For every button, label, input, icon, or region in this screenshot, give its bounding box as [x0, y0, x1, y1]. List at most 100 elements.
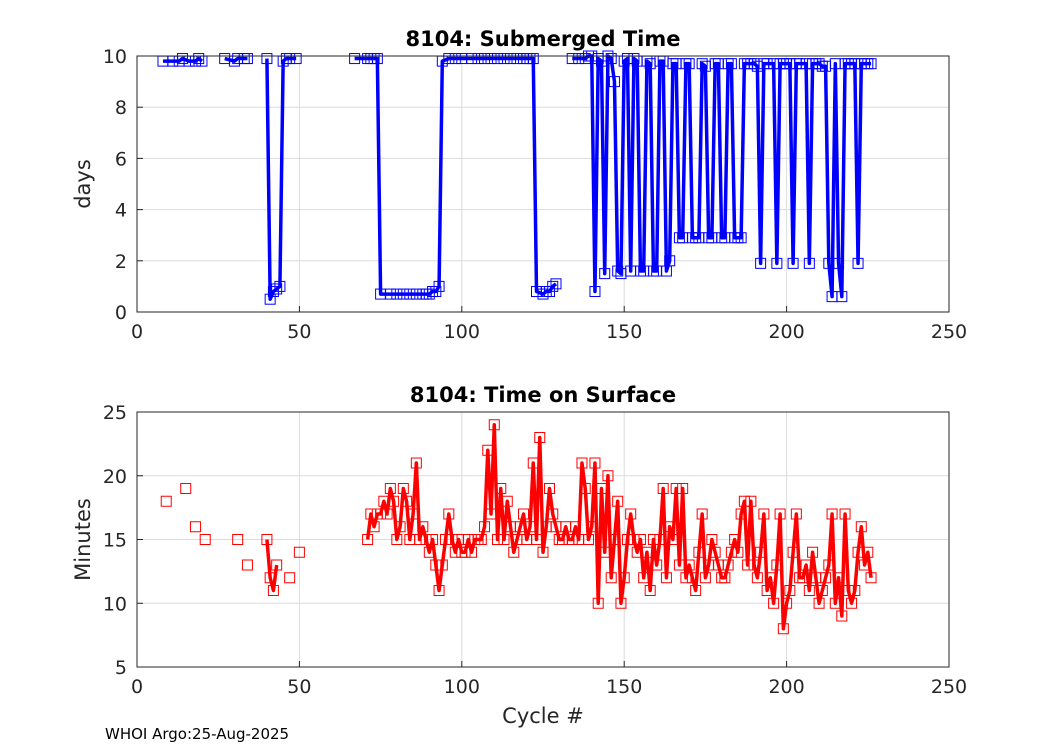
surface-data-point: [388, 495, 400, 507]
surface-data-point: [440, 534, 452, 545]
surface-data-point: [375, 508, 387, 520]
submerged-data-point: [696, 58, 708, 70]
submerged-data-point: [566, 53, 578, 65]
surface-data-point: [397, 483, 409, 494]
surface-data-point: [628, 534, 640, 545]
surface-data-point: [771, 559, 783, 571]
surface-data-point: [599, 546, 611, 558]
submerged-y-tick-label: 8: [115, 97, 127, 119]
surface-data-point: [686, 572, 698, 584]
surface-data-point: [647, 534, 659, 545]
submerged-data-point: [384, 288, 396, 300]
surface-data-point: [690, 585, 702, 596]
surface-data-point: [427, 534, 439, 545]
surface-data-point: [495, 483, 507, 494]
submerged-y-tick-label: 10: [103, 46, 127, 68]
submerged-data-point: [787, 257, 799, 269]
submerged-data-point: [284, 53, 296, 65]
submerged-data-point: [725, 58, 737, 70]
surface-data-point: [595, 483, 607, 494]
submerged-data-point: [176, 53, 188, 65]
surface-data-point: [410, 457, 422, 469]
submerged-x-tick-label: 150: [606, 321, 642, 343]
surface-data-point: [742, 559, 754, 571]
submerged-data-point: [433, 280, 445, 292]
surface-x-tick-label: 200: [768, 676, 804, 698]
surface-data-point: [644, 585, 656, 596]
surface-data-point: [615, 597, 627, 609]
surface-data-point: [482, 444, 494, 456]
surface-data-point: [820, 572, 832, 584]
surface-data-point: [264, 572, 276, 584]
submerged-x-tick-label: 200: [768, 321, 804, 343]
submerged-data-point: [505, 53, 517, 65]
surface-data-point: [839, 508, 851, 520]
submerged-data-point: [527, 53, 539, 65]
submerged-data-point: [683, 58, 695, 70]
submerged-data-point: [599, 268, 611, 280]
surface-data-point: [267, 585, 279, 596]
submerged-data-point: [371, 53, 383, 65]
surface-data-point: [761, 585, 773, 596]
surface-data-point: [430, 559, 442, 571]
surface-data-point: [602, 470, 614, 482]
submerged-data-point: [605, 53, 617, 65]
surface-y-tick-label: 10: [103, 593, 127, 615]
surface-data-point: [693, 546, 705, 558]
surface-data-point: [664, 521, 676, 533]
submerged-data-point: [193, 53, 205, 65]
surface-data-point: [466, 546, 478, 558]
surface-y-tick-label: 15: [103, 530, 127, 552]
surface-y-tick-label: 25: [103, 402, 127, 424]
surface-data-point: [189, 521, 201, 533]
surface-data-point: [797, 572, 809, 584]
surface-data-point: [160, 495, 172, 507]
surface-data-point: [271, 559, 283, 571]
submerged-data-point: [628, 53, 640, 65]
surface-data-point: [641, 546, 653, 558]
surface-data-point: [748, 559, 760, 571]
surface-data-point: [787, 546, 799, 558]
surface-data-point: [862, 546, 874, 558]
surface-data-point: [660, 572, 672, 584]
surface-data-point: [638, 572, 650, 584]
submerged-data-point: [466, 53, 478, 65]
surface-data-point: [531, 534, 543, 545]
surface-axes-frame: [136, 411, 950, 668]
surface-y-axis-label: Minutes: [71, 498, 95, 581]
surface-data-point: [833, 572, 845, 584]
surface-y-tick-label: 20: [103, 466, 127, 488]
surface-data-point: [180, 483, 192, 494]
surface-data-point: [586, 521, 598, 533]
surface-data-point: [699, 572, 711, 584]
submerged-y-tick-label: 2: [115, 251, 127, 273]
surface-x-tick-label: 0: [131, 676, 143, 698]
surface-data-point: [414, 534, 426, 545]
surface-data-point: [401, 495, 413, 507]
surface-x-axis-label: Cycle #: [502, 704, 584, 728]
submerged-data-point: [664, 255, 676, 267]
surface-data-point: [709, 546, 721, 558]
surface-data-point: [534, 432, 546, 443]
surface-data-point: [683, 559, 695, 571]
surface-data-point: [826, 508, 838, 520]
surface-data-point: [605, 572, 617, 584]
submerged-data-point: [852, 257, 864, 269]
footer-credit: WHOI Argo:25-Aug-2025: [105, 725, 290, 743]
surface-data-point: [846, 597, 858, 609]
submerged-data-point: [264, 293, 276, 305]
submerged-data-point: [261, 53, 273, 65]
submerged-data-point: [498, 53, 510, 65]
submerged-data-point: [241, 53, 253, 65]
surface-data-point: [764, 572, 776, 584]
submerged-data-point: [271, 283, 283, 295]
surface-data-point: [836, 610, 848, 622]
submerged-data-point: [537, 288, 549, 300]
surface-data-point: [566, 534, 578, 545]
surface-data-point: [625, 508, 637, 520]
submerged-y-axis-label: days: [71, 159, 95, 209]
surface-data-point: [537, 546, 549, 558]
surface-data-point: [784, 585, 796, 596]
submerged-data-point: [290, 53, 302, 65]
